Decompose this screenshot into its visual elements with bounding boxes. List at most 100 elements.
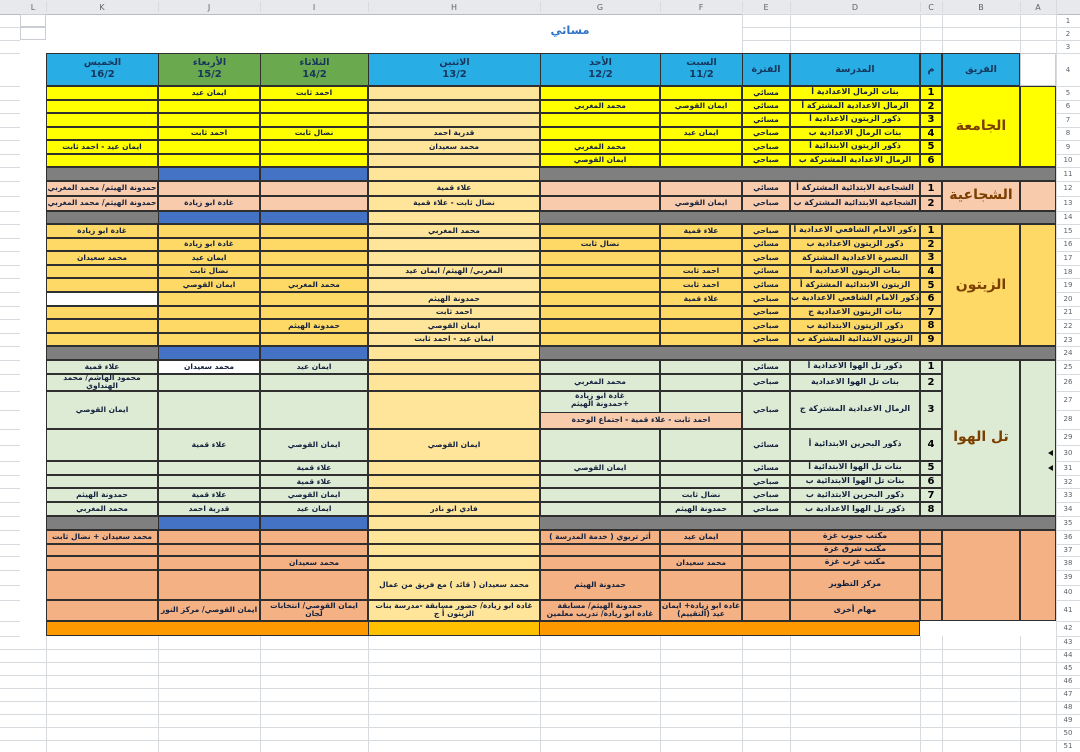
- schedule-cell-K[interactable]: [46, 460, 158, 475]
- row-num-cell[interactable]: 9: [920, 332, 942, 347]
- row-number[interactable]: 3: [1065, 42, 1071, 51]
- schedule-cell-J[interactable]: علاء قمية: [158, 428, 260, 461]
- row-num-cell[interactable]: 1: [920, 359, 942, 374]
- schedule-cell-F[interactable]: [660, 569, 742, 600]
- schedule-cell-G[interactable]: [540, 502, 660, 517]
- shift-cell[interactable]: صباحي: [742, 332, 790, 347]
- schedule-cell-I[interactable]: ايمان عيد: [260, 359, 368, 374]
- schedule-cell-F[interactable]: علاء قمية: [660, 292, 742, 306]
- school-name-cell[interactable]: ذكور تل الهوا الاعدادية ب: [790, 502, 920, 517]
- row-num-cell[interactable]: 6: [920, 474, 942, 489]
- row-number[interactable]: 42: [1063, 624, 1073, 633]
- schedule-cell-F[interactable]: ايمان عيد: [660, 126, 742, 140]
- shift-cell[interactable]: صباحي: [742, 502, 790, 517]
- row-number[interactable]: 33: [1063, 491, 1073, 500]
- column-letter-E[interactable]: E: [763, 2, 769, 12]
- schedule-cell-H[interactable]: [368, 278, 540, 292]
- day-header-J[interactable]: الأربعاء 15/2: [158, 53, 261, 86]
- school-name-cell[interactable]: بنات تل الهوا الاعدادية: [790, 373, 920, 391]
- schedule-cell-I[interactable]: [260, 292, 368, 306]
- schedule-cell-J[interactable]: [158, 569, 260, 600]
- schedule-cell-K[interactable]: [46, 99, 158, 113]
- school-name-cell[interactable]: ذكور الزيتون الابتدائية ب: [790, 319, 920, 333]
- schedule-cell-J[interactable]: [158, 529, 260, 544]
- schedule-cell-J[interactable]: [158, 113, 260, 127]
- row-number[interactable]: 43: [1063, 638, 1073, 647]
- row-num-cell[interactable]: 7: [920, 305, 942, 320]
- schedule-cell-K[interactable]: ايمان القوصي: [46, 390, 158, 429]
- schedule-cell-H[interactable]: محمد المغربي: [368, 224, 540, 238]
- school-name-cell[interactable]: مكتب جنوب غزة: [790, 529, 920, 544]
- schedule-cell-K[interactable]: [46, 237, 158, 252]
- school-name-cell[interactable]: ذكور الزيتون الابتدائية أ: [790, 140, 920, 154]
- schedule-cell-I[interactable]: [260, 543, 368, 556]
- schedule-cell-H[interactable]: [368, 359, 540, 374]
- schedule-cell-I[interactable]: [260, 180, 368, 196]
- column-letter-I[interactable]: I: [312, 2, 316, 12]
- schedule-cell-J[interactable]: [158, 390, 260, 429]
- school-name-cell[interactable]: مهام أخرى: [790, 599, 920, 621]
- row-number[interactable]: 1: [1065, 16, 1071, 25]
- schedule-cell-K[interactable]: ايمان عيد - احمد ثابت: [46, 140, 158, 154]
- shift-cell[interactable]: مسائي: [742, 278, 790, 292]
- schedule-cell-F[interactable]: [660, 332, 742, 347]
- shift-cell[interactable]: صباحي: [742, 319, 790, 333]
- row-num-cell[interactable]: [920, 543, 942, 556]
- row-num-cell[interactable]: 1: [920, 86, 942, 100]
- schedule-cell-K[interactable]: [46, 569, 158, 600]
- row-num-cell[interactable]: 1: [920, 180, 942, 196]
- row-number[interactable]: 49: [1063, 716, 1073, 725]
- school-name-cell[interactable]: مكتب شرق غزة: [790, 543, 920, 556]
- row-num-cell[interactable]: 3: [920, 251, 942, 265]
- schedule-cell-I[interactable]: احمد ثابت: [260, 86, 368, 100]
- schedule-cell-J[interactable]: [158, 305, 260, 320]
- schedule-cell-F[interactable]: [660, 140, 742, 154]
- schedule-cell-K[interactable]: حمدونة الهيثم/ محمد المغربي: [46, 180, 158, 196]
- row-number[interactable]: 51: [1063, 742, 1073, 751]
- row-number[interactable]: 18: [1063, 267, 1073, 276]
- schedule-cell-K[interactable]: حمدونة الهيثم: [46, 488, 158, 503]
- schedule-cell-F[interactable]: محمد سعيدان: [660, 555, 742, 570]
- row-number[interactable]: 32: [1063, 477, 1073, 486]
- schedule-cell-J[interactable]: [158, 460, 260, 475]
- shift-cell[interactable]: [742, 543, 790, 556]
- column-letter-A[interactable]: A: [1035, 2, 1041, 12]
- schedule-cell-F[interactable]: [660, 319, 742, 333]
- row-number[interactable]: 14: [1063, 213, 1073, 222]
- row-num-cell[interactable]: 6: [920, 153, 942, 167]
- schedule-cell-F[interactable]: [660, 237, 742, 252]
- schedule-cell-J[interactable]: احمد ثابت: [158, 126, 260, 140]
- school-name-cell[interactable]: الرمال الاعدادية المشتركة ج: [790, 390, 920, 429]
- shift-cell[interactable]: [742, 599, 790, 621]
- shift-cell[interactable]: صباحي: [742, 153, 790, 167]
- row-number[interactable]: 6: [1065, 102, 1071, 111]
- schedule-cell-K[interactable]: [46, 555, 158, 570]
- row-number[interactable]: 40: [1063, 588, 1073, 597]
- schedule-cell-K[interactable]: [46, 543, 158, 556]
- school-name-cell[interactable]: ذكور الامام الشافعي الاعدادية ب: [790, 292, 920, 306]
- row-number[interactable]: 47: [1063, 690, 1073, 699]
- schedule-cell-G[interactable]: [540, 474, 660, 489]
- column-letter-F[interactable]: F: [698, 2, 704, 12]
- shift-cell[interactable]: [742, 555, 790, 570]
- row-num-cell[interactable]: 4: [920, 264, 942, 279]
- schedule-cell-H[interactable]: [368, 474, 540, 489]
- row-number[interactable]: 38: [1063, 558, 1073, 567]
- school-name-cell[interactable]: الرمال الاعدادية المشتركة ب: [790, 153, 920, 167]
- schedule-cell-H[interactable]: حمدونة الهيثم: [368, 292, 540, 306]
- row-number[interactable]: 22: [1063, 321, 1073, 330]
- school-name-cell[interactable]: ذكور الامام الشافعي الاعدادية أ: [790, 224, 920, 238]
- schedule-cell-I[interactable]: ايمان القوصي/ انتخابات لجان: [260, 599, 368, 621]
- row-number[interactable]: 46: [1063, 677, 1073, 686]
- schedule-cell-J[interactable]: [158, 153, 260, 167]
- school-name-cell[interactable]: النصيرة الاعدادية المشتركة: [790, 251, 920, 265]
- schedule-cell-I[interactable]: [260, 305, 368, 320]
- row-number[interactable]: 35: [1063, 519, 1073, 528]
- shift-cell[interactable]: مسائي: [742, 86, 790, 100]
- schedule-cell-G[interactable]: [540, 224, 660, 238]
- row-number[interactable]: 21: [1063, 308, 1073, 317]
- row-num-cell[interactable]: 3: [920, 113, 942, 127]
- row-num-cell[interactable]: 5: [920, 460, 942, 475]
- row-number[interactable]: 26: [1063, 378, 1073, 387]
- schedule-cell-J[interactable]: [158, 99, 260, 113]
